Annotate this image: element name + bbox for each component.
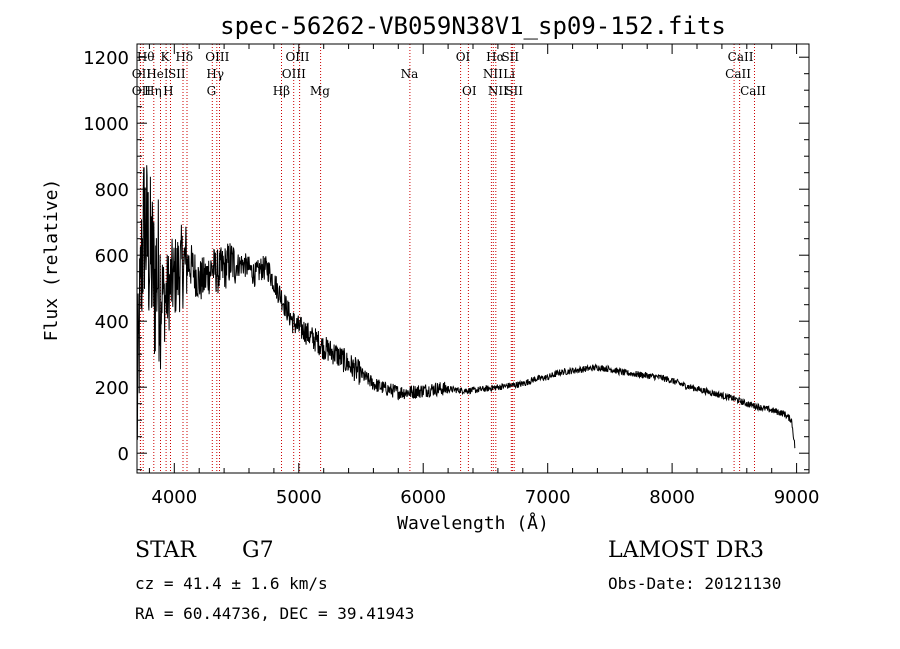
y-tick-label-2: 400	[95, 312, 129, 333]
y-tick-label-4: 800	[95, 180, 129, 201]
y-tick-label-3: 600	[95, 246, 129, 267]
y-axis-label: Flux (relative)	[41, 179, 62, 342]
survey-label: LAMOST DR3	[608, 538, 764, 563]
y-axis: 0 200 400 600 800 1000 1200	[83, 48, 809, 471]
x-tick-label-5: 9000	[774, 487, 820, 508]
line-label-6: SII	[168, 67, 186, 81]
line-label-16: Na	[401, 67, 419, 81]
line-label-11: G	[207, 84, 217, 98]
line-label-14: Hβ	[273, 84, 290, 98]
line-label-8: Hδ	[175, 50, 193, 64]
x-tick-label-0: 4000	[151, 487, 197, 508]
y-tick-label-0: 0	[118, 444, 129, 465]
x-tick-label-3: 7000	[525, 487, 571, 508]
flux-series-line	[136, 165, 796, 449]
line-label-24: SII	[505, 84, 523, 98]
line-label-17: OI	[456, 50, 471, 64]
object-class: STAR	[135, 538, 196, 563]
line-label-5: HeI	[146, 67, 169, 81]
line-label-4: K	[161, 50, 171, 64]
line-label-27: CaII	[740, 84, 766, 98]
line-label-25: CaII	[728, 50, 754, 64]
x-axis: 4000 5000 6000 7000 8000 9000	[148, 44, 820, 508]
line-label-10: Hγ	[206, 67, 224, 81]
y-tick-label-5: 1000	[83, 114, 129, 135]
line-label-15: Mg	[310, 84, 330, 98]
chart-title: spec-56262-VB059N38V1_sp09-152.fits	[220, 12, 726, 40]
line-label-12: OIII	[285, 50, 309, 64]
x-axis-label: Wavelength (Å)	[397, 512, 549, 534]
line-label-21: NII	[488, 84, 508, 98]
line-label-20: NII	[483, 67, 503, 81]
x-tick-label-1: 5000	[276, 487, 322, 508]
line-label-22: SII	[501, 50, 519, 64]
y-tick-label-6: 1200	[83, 48, 129, 69]
x-tick-label-4: 8000	[649, 487, 695, 508]
line-label-7: H	[163, 84, 173, 98]
line-label-18: OI	[462, 84, 477, 98]
line-label-9: OIII	[205, 50, 229, 64]
line-label-19: Hα	[486, 50, 505, 64]
line-label-3: Hη	[144, 84, 162, 98]
line-label-13: OIII	[282, 67, 306, 81]
line-label-26: CaII	[725, 67, 751, 81]
x-tick-label-2: 6000	[400, 487, 446, 508]
object-subclass: G7	[242, 538, 274, 563]
coordinates: RA = 60.44736, DEC = 39.41943	[135, 604, 415, 623]
observation-date: Obs-Date: 20121130	[608, 574, 782, 593]
redshift-value: cz = 41.4 ± 1.6 km/s	[135, 574, 328, 593]
line-label-23: Li	[503, 67, 515, 81]
emission-line-markers	[139, 44, 755, 473]
y-tick-label-1: 200	[95, 378, 129, 399]
